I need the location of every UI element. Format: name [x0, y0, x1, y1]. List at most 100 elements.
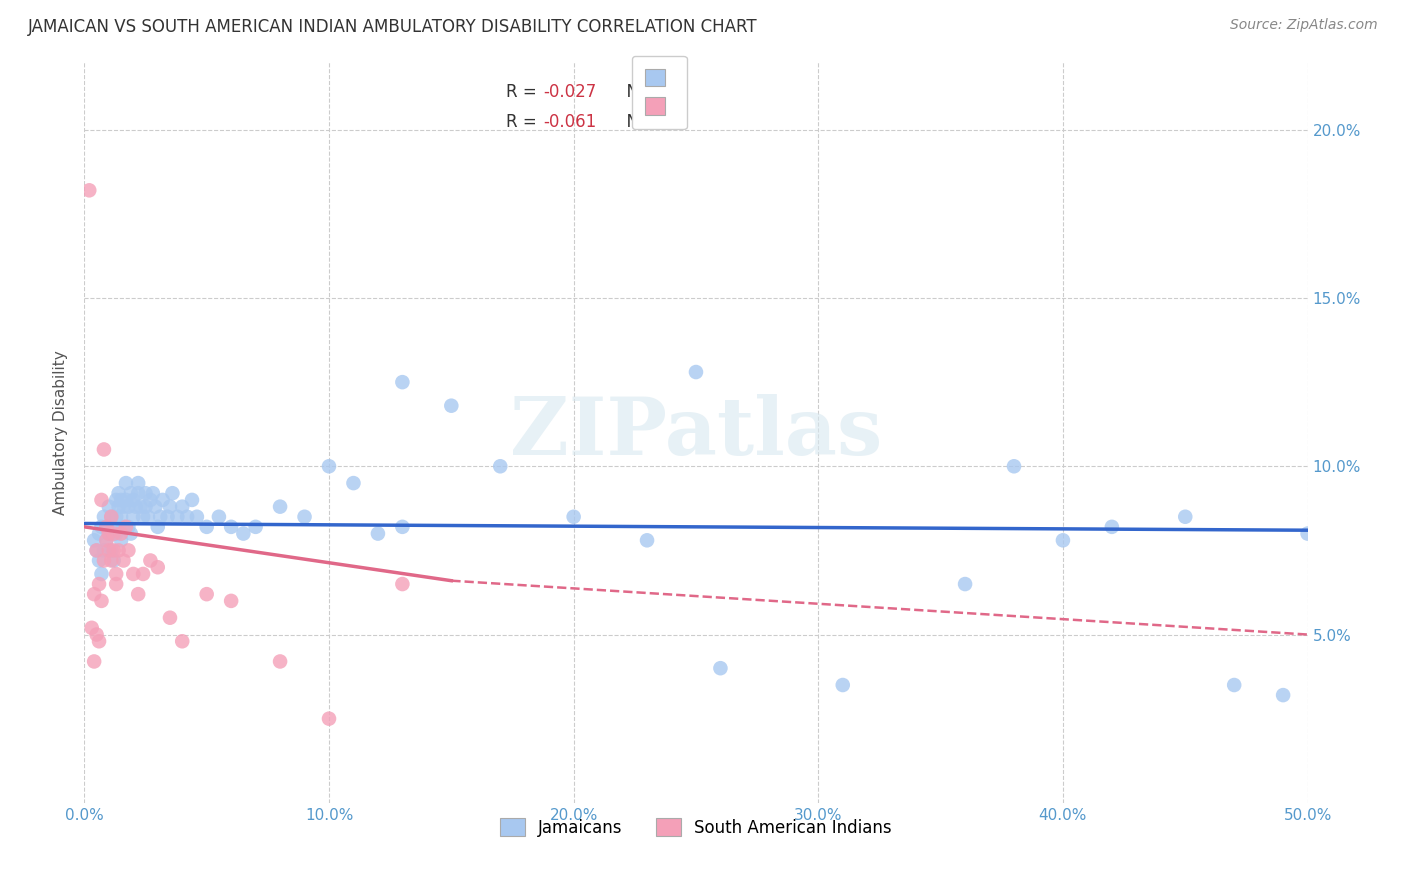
- Point: [87, 553, 110, 567]
- Text: R =: R =: [506, 83, 543, 101]
- Text: 83: 83: [654, 83, 675, 101]
- Point: [181, 492, 204, 507]
- Point: [110, 533, 132, 548]
- Point: [208, 509, 231, 524]
- Point: [636, 533, 658, 548]
- Point: [391, 520, 413, 534]
- Point: [142, 486, 165, 500]
- Point: [122, 509, 145, 524]
- Point: [367, 526, 389, 541]
- Point: [107, 486, 129, 500]
- Point: [100, 509, 122, 524]
- Point: [100, 543, 122, 558]
- Point: [86, 627, 108, 641]
- Point: [97, 500, 120, 514]
- Point: [195, 587, 218, 601]
- Point: [391, 375, 413, 389]
- Point: [245, 520, 267, 534]
- Point: [115, 520, 138, 534]
- Point: [440, 399, 463, 413]
- Point: [105, 526, 128, 541]
- Point: [112, 520, 135, 534]
- Point: [139, 553, 162, 567]
- Point: [97, 526, 120, 541]
- Point: [143, 500, 166, 514]
- Point: [139, 492, 162, 507]
- Point: [489, 459, 512, 474]
- Point: [195, 520, 218, 534]
- Point: [219, 594, 242, 608]
- Point: [83, 587, 105, 601]
- Text: -0.061: -0.061: [543, 112, 596, 130]
- Point: [83, 533, 105, 548]
- Point: [110, 526, 132, 541]
- Point: [86, 543, 108, 558]
- Point: [294, 509, 316, 524]
- Point: [96, 520, 118, 534]
- Point: [219, 520, 242, 534]
- Point: [103, 526, 125, 541]
- Point: [135, 500, 157, 514]
- Point: [90, 566, 112, 581]
- Point: [129, 500, 152, 514]
- Point: [172, 634, 194, 648]
- Point: [107, 543, 129, 558]
- Point: [172, 500, 194, 514]
- Point: [105, 492, 128, 507]
- Point: [93, 553, 115, 567]
- Point: [127, 486, 149, 500]
- Point: [93, 442, 115, 457]
- Point: [120, 486, 142, 500]
- Text: JAMAICAN VS SOUTH AMERICAN INDIAN AMBULATORY DISABILITY CORRELATION CHART: JAMAICAN VS SOUTH AMERICAN INDIAN AMBULA…: [28, 18, 758, 36]
- Point: [709, 661, 731, 675]
- Point: [685, 365, 707, 379]
- Point: [132, 509, 155, 524]
- Point: [117, 520, 139, 534]
- Point: [176, 509, 198, 524]
- Point: [831, 678, 853, 692]
- Point: [1174, 509, 1197, 524]
- Point: [136, 509, 159, 524]
- Point: [122, 566, 145, 581]
- Point: [269, 500, 291, 514]
- Point: [115, 476, 138, 491]
- Point: [110, 509, 132, 524]
- Point: [105, 566, 128, 581]
- Point: [77, 183, 100, 197]
- Text: R =: R =: [506, 112, 543, 130]
- Text: Source: ZipAtlas.com: Source: ZipAtlas.com: [1230, 18, 1378, 32]
- Point: [562, 509, 585, 524]
- Point: [1223, 678, 1246, 692]
- Point: [152, 492, 174, 507]
- Point: [232, 526, 254, 541]
- Point: [96, 533, 118, 548]
- Point: [103, 543, 125, 558]
- Point: [120, 526, 142, 541]
- Legend: Jamaicans, South American Indians: Jamaicans, South American Indians: [486, 805, 905, 850]
- Text: N =: N =: [616, 112, 664, 130]
- Point: [159, 500, 181, 514]
- Point: [87, 526, 110, 541]
- Point: [83, 655, 105, 669]
- Point: [100, 553, 122, 567]
- Point: [117, 500, 139, 514]
- Point: [97, 543, 120, 558]
- Point: [110, 492, 132, 507]
- Point: [107, 500, 129, 514]
- Point: [97, 526, 120, 541]
- Point: [269, 655, 291, 669]
- Point: [87, 577, 110, 591]
- Point: [90, 492, 112, 507]
- Point: [117, 543, 139, 558]
- Point: [96, 533, 118, 548]
- Point: [391, 577, 413, 591]
- Point: [100, 509, 122, 524]
- Point: [112, 500, 135, 514]
- Point: [127, 587, 149, 601]
- Point: [1052, 533, 1074, 548]
- Point: [87, 634, 110, 648]
- Point: [103, 553, 125, 567]
- Point: [86, 543, 108, 558]
- Point: [149, 509, 172, 524]
- Text: 39: 39: [654, 112, 675, 130]
